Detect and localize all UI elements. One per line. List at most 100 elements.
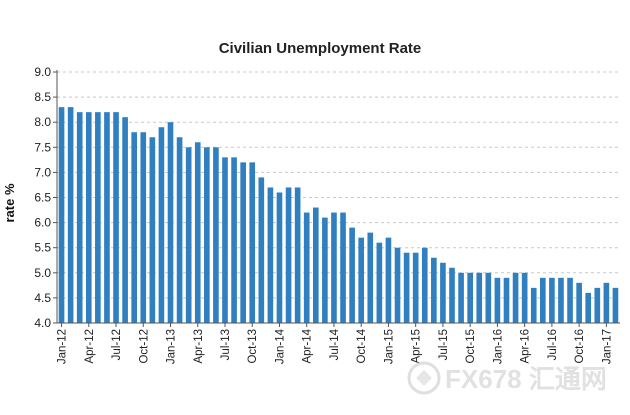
bar <box>167 122 174 323</box>
bar <box>85 112 92 323</box>
x-tick-label: Apr-13 <box>193 329 205 364</box>
y-tick-label: 5.0 <box>34 266 51 280</box>
axes <box>53 70 620 327</box>
bars <box>58 107 619 324</box>
x-tick-label: Oct-16 <box>574 329 586 364</box>
bar <box>458 272 464 323</box>
bar <box>421 247 428 323</box>
bar <box>303 212 310 323</box>
bar <box>58 107 65 323</box>
bar <box>95 112 101 323</box>
x-tick-label: Jan-15 <box>383 329 395 364</box>
bar <box>249 162 256 323</box>
watermark: FX678 汇通网 <box>407 361 607 395</box>
bar <box>258 177 265 323</box>
watermark-logo-mark-icon <box>416 370 432 386</box>
bar <box>194 142 201 323</box>
bar <box>412 252 419 323</box>
bar <box>549 277 555 323</box>
x-tick-label: Jul-15 <box>438 329 450 360</box>
y-tick-label: 5.5 <box>34 241 51 255</box>
y-tick-label: 7.5 <box>34 140 51 154</box>
y-tick-label: 7.0 <box>34 165 51 179</box>
x-tick-label: Apr-15 <box>411 329 423 364</box>
bar <box>594 287 601 323</box>
bar <box>185 147 192 323</box>
bar <box>467 272 473 323</box>
x-tick-label: Jan-17 <box>601 329 613 364</box>
bar <box>521 272 528 323</box>
bar <box>612 287 619 323</box>
bar <box>431 257 437 323</box>
x-tick-label: Jan-13 <box>166 329 178 364</box>
bar <box>403 252 410 323</box>
bar <box>367 232 374 323</box>
x-tick-label: Jan-14 <box>274 328 286 364</box>
y-tick-labels: 4.0 4.5 5.0 5.5 6.0 6.5 7.0 7.5 8.0 8.5 9.0 <box>34 65 51 330</box>
bar <box>603 282 610 323</box>
bar <box>312 207 319 323</box>
bar <box>276 192 283 323</box>
y-tick-label: 4.5 <box>34 291 51 305</box>
y-tick-label: 6.0 <box>34 216 51 230</box>
x-tick-label: Jul-12 <box>111 329 123 360</box>
x-tick-label: Oct-14 <box>356 328 368 363</box>
watermark-logo-icon <box>407 361 441 395</box>
bar <box>267 187 274 323</box>
bar <box>294 187 301 323</box>
x-tick-labels: Jan-12 Apr-12 Jul-12 Oct-12 Jan-13 Apr-13 Jul-… <box>57 328 614 364</box>
bar <box>476 272 483 323</box>
y-tick-label: 9.0 <box>34 65 51 79</box>
bar <box>176 137 183 323</box>
bar <box>104 112 110 323</box>
bar <box>158 127 165 323</box>
y-tick-label: 6.5 <box>34 191 51 205</box>
bar <box>394 247 401 323</box>
y-tick-label: 8.5 <box>34 90 51 104</box>
bar <box>322 217 328 323</box>
bar <box>358 237 365 323</box>
x-tick-label: Oct-12 <box>138 329 150 364</box>
bar <box>385 237 392 323</box>
bar <box>122 117 128 324</box>
x-tick-label: Jan-16 <box>492 329 504 364</box>
y-axis-label: rate % <box>2 183 17 222</box>
bar <box>567 277 573 323</box>
bar <box>576 282 582 323</box>
x-tick-label: Jul-13 <box>220 329 232 360</box>
x-tick-label: Jul-16 <box>547 329 559 360</box>
bar <box>485 272 492 323</box>
bar <box>240 162 246 323</box>
bar <box>113 112 119 323</box>
bar <box>131 132 138 323</box>
bar <box>331 212 337 323</box>
bar <box>140 132 147 323</box>
x-tick-label: Apr-14 <box>302 328 314 363</box>
bar <box>585 292 592 323</box>
bar <box>440 262 446 323</box>
bar <box>349 227 355 323</box>
bar <box>76 112 83 323</box>
x-tick-label: Oct-13 <box>247 329 259 364</box>
bar <box>376 242 383 323</box>
bar <box>503 277 510 323</box>
y-tick-label: 4.0 <box>34 316 51 330</box>
bar <box>340 212 346 323</box>
bar <box>512 272 519 323</box>
x-tick-label: Oct-15 <box>465 329 477 364</box>
bar <box>222 157 228 323</box>
bar <box>149 137 156 323</box>
bar <box>67 107 74 323</box>
x-tick-label: Apr-16 <box>520 329 532 364</box>
x-tick-label: Jan-12 <box>57 329 69 364</box>
bar <box>530 287 537 323</box>
bar <box>231 157 237 323</box>
bar <box>494 277 501 323</box>
bar <box>285 187 292 323</box>
bar <box>204 147 210 323</box>
x-tick-label: Jul-14 <box>329 328 341 360</box>
x-tick-label: Apr-12 <box>84 329 96 364</box>
watermark-text: FX678 汇通网 <box>445 364 607 394</box>
bar <box>213 147 219 323</box>
